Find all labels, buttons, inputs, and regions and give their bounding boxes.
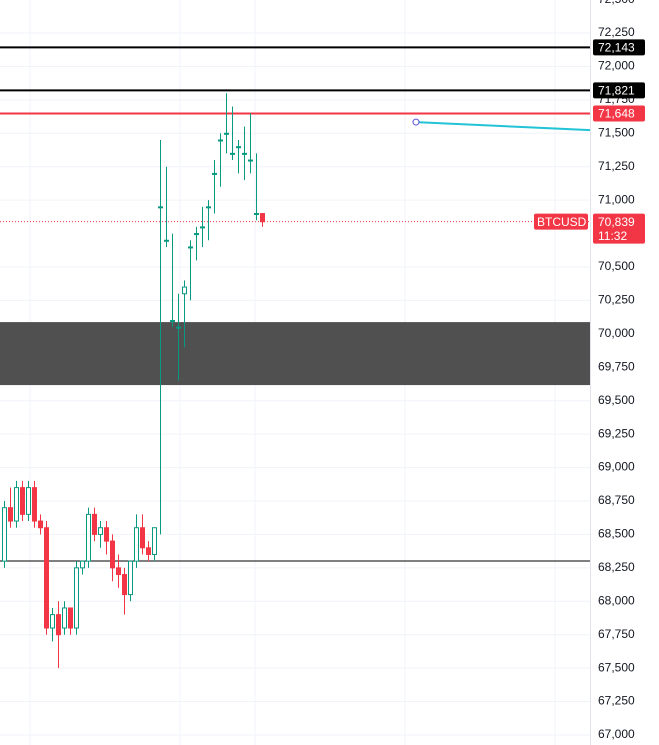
candle-body (224, 132, 229, 135)
price-label-box (593, 105, 645, 122)
candle-body (230, 152, 235, 155)
y-tick-label: 72,000 (598, 59, 635, 73)
candle-body (182, 286, 187, 295)
price-label: 71,821 (598, 84, 635, 98)
symbol-label-box (534, 213, 588, 230)
y-tick-label: 69,250 (598, 426, 635, 440)
trend-handle (412, 118, 420, 126)
symbol-label: BTCUSD (537, 215, 587, 229)
candle-body (200, 226, 205, 229)
price-label-box (593, 39, 645, 56)
candle-body (236, 146, 241, 149)
y-tick-label: 67,750 (598, 627, 635, 641)
candle-body (98, 527, 103, 535)
price-label-box (593, 82, 645, 99)
candle-body (212, 172, 217, 175)
y-tick-label: 68,500 (598, 527, 635, 541)
candle-body (134, 527, 139, 562)
candle-body (188, 246, 193, 249)
y-tick-label: 67,000 (598, 727, 635, 741)
candle-body (32, 487, 37, 522)
candle-body (62, 607, 67, 629)
candle-body (20, 487, 25, 515)
candle-body (206, 206, 211, 209)
candle-body (140, 527, 145, 549)
y-tick-label: 72,500 (598, 0, 635, 6)
candle-body (14, 487, 19, 522)
y-tick-label: 67,250 (598, 694, 635, 708)
candle-body (74, 567, 79, 629)
candle-body (8, 507, 13, 522)
candle-body (170, 319, 175, 322)
candle-body (104, 527, 109, 542)
candle-body (122, 574, 127, 596)
candle-body (248, 159, 253, 162)
candle-body (44, 527, 49, 629)
candle-body (38, 520, 43, 529)
candle-body (50, 614, 55, 629)
y-tick-label: 68,250 (598, 560, 635, 574)
y-tick-label: 71,500 (598, 125, 635, 139)
last-price-label: 70,839 (598, 215, 635, 229)
candle-body (92, 513, 97, 535)
last-price-box (593, 213, 645, 244)
candle-body (254, 213, 259, 216)
candle-body (152, 527, 157, 555)
candle-body (194, 233, 199, 236)
price-label: 72,143 (598, 41, 635, 55)
candle-body (146, 547, 151, 555)
y-tick-label: 70,250 (598, 293, 635, 307)
candle-body (110, 540, 115, 569)
candle-body (176, 326, 181, 329)
candle-body (2, 507, 7, 562)
price-label: 71,648 (598, 107, 635, 121)
y-tick-label: 71,000 (598, 192, 635, 206)
candle-body (116, 567, 121, 576)
candle-body (218, 139, 223, 142)
y-tick-label: 69,500 (598, 393, 635, 407)
y-tick-label: 67,500 (598, 660, 635, 674)
candle-body (86, 513, 91, 562)
y-tick-label: 70,000 (598, 326, 635, 340)
y-tick-label: 69,750 (598, 359, 635, 373)
candle-body (26, 487, 31, 515)
candle-body (260, 213, 265, 223)
candle-body (242, 152, 247, 155)
countdown-label: 11:32 (598, 229, 627, 243)
candle-body (164, 239, 169, 242)
trend-line (415, 121, 591, 132)
zone (0, 322, 590, 386)
candle-body (80, 560, 85, 569)
y-tick-label: 69,000 (598, 460, 635, 474)
y-tick-label: 70,500 (598, 259, 635, 273)
candle-body (128, 560, 133, 596)
y-tick-label: 68,000 (598, 593, 635, 607)
candle-body (158, 206, 163, 209)
candle-body (56, 614, 61, 636)
y-tick-label: 72,250 (598, 25, 635, 39)
candle-body (68, 607, 73, 629)
y-tick-label: 71,250 (598, 159, 635, 173)
y-tick-label: 68,750 (598, 493, 635, 507)
